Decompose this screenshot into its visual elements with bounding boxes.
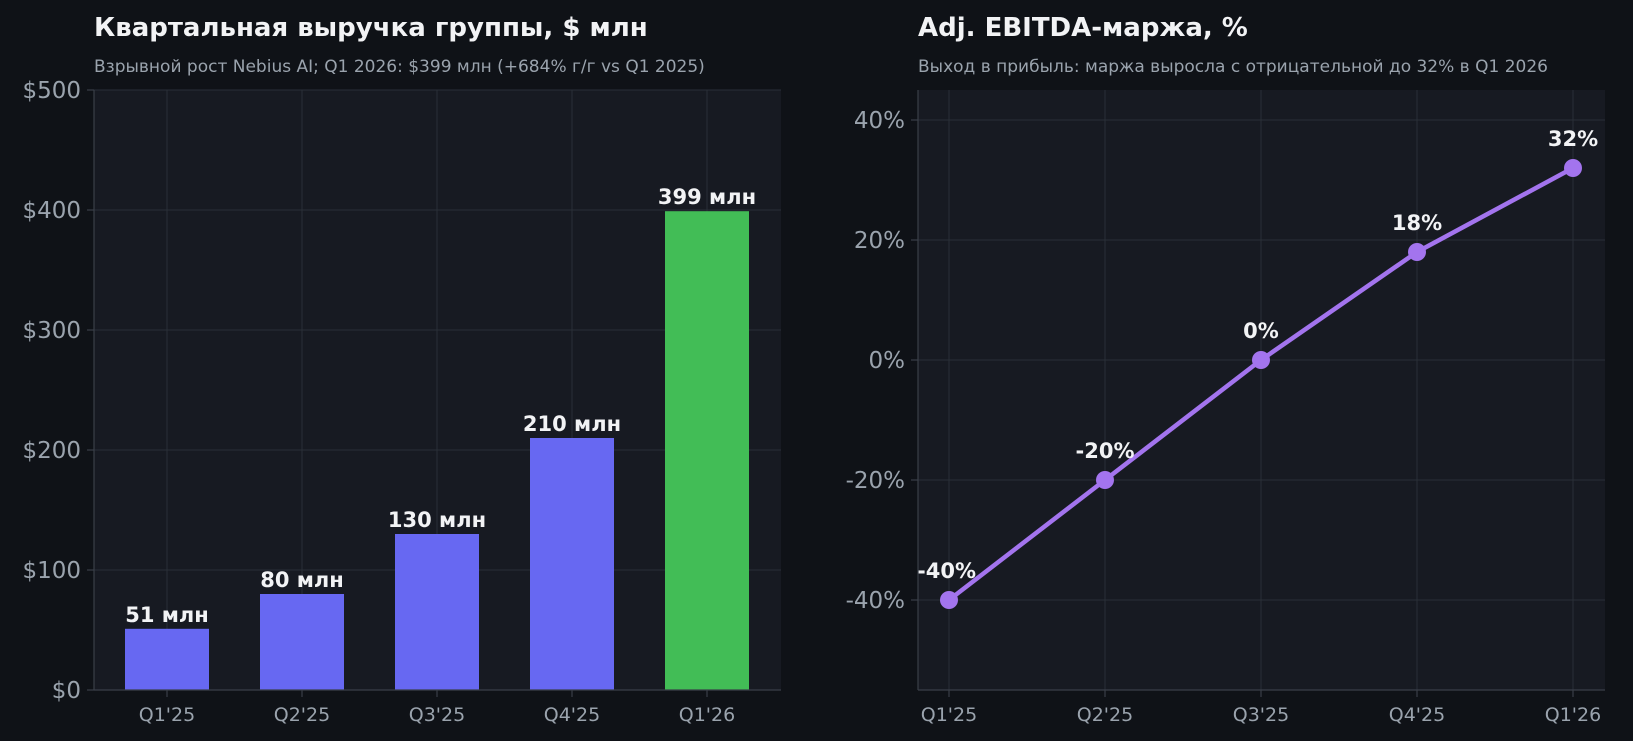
margin-y-tick-label: 40% <box>854 108 905 134</box>
margin-data-label: 32% <box>1548 127 1598 151</box>
margin-y-tick-label: 0% <box>869 348 906 374</box>
revenue-x-tick-label: Q1'26 <box>679 704 735 726</box>
margin-point <box>1408 243 1426 261</box>
margin-chart-subtitle: Выход в прибыль: маржа выросла с отрицат… <box>918 57 1548 77</box>
margin-data-labels: -40% -20% 0% 18% 32% <box>917 127 1598 583</box>
margin-data-label: 0% <box>1243 319 1279 343</box>
ebitda-margin-line-chart: Adj. EBITDA-маржа, % Выход в прибыль: ма… <box>846 13 1605 726</box>
margin-data-label: 18% <box>1392 211 1442 235</box>
revenue-data-label: 399 млн <box>658 185 756 209</box>
margin-point <box>1564 159 1582 177</box>
margin-y-tick-label: -20% <box>846 468 905 494</box>
margin-x-tick-label: Q3'25 <box>1233 704 1289 726</box>
revenue-y-tick-label: $500 <box>22 78 81 104</box>
revenue-bar-chart: Квартальная выручка группы, $ млн Взрывн… <box>22 13 781 726</box>
margin-y-tick-label: -40% <box>846 588 905 614</box>
revenue-data-labels: 51 млн 80 млн 130 млн 210 млн 399 млн <box>125 185 756 627</box>
revenue-y-tick-label: $200 <box>22 438 81 464</box>
revenue-bar <box>395 534 479 690</box>
margin-x-tick-label: Q1'26 <box>1545 704 1601 726</box>
revenue-x-tick-label: Q1'25 <box>139 704 195 726</box>
revenue-y-axis: $0 $100 $200 $300 $400 $500 <box>22 78 94 704</box>
margin-point <box>1252 351 1270 369</box>
margin-y-axis: -40% -20% 0% 20% 40% <box>846 108 918 614</box>
revenue-y-tick-label: $300 <box>22 318 81 344</box>
revenue-x-axis: Q1'25 Q2'25 Q3'25 Q4'25 Q1'26 <box>139 690 735 726</box>
revenue-y-tick-label: $100 <box>22 558 81 584</box>
margin-point <box>1096 471 1114 489</box>
margin-x-tick-label: Q4'25 <box>1389 704 1445 726</box>
margin-data-label: -20% <box>1076 439 1135 463</box>
margin-chart-title: Adj. EBITDA-маржа, % <box>918 13 1248 43</box>
revenue-data-label: 51 млн <box>125 603 209 627</box>
revenue-y-tick-label: $0 <box>52 678 81 704</box>
revenue-bar <box>125 628 209 690</box>
margin-y-tick-label: 20% <box>854 228 905 254</box>
margin-data-label: -40% <box>917 559 976 583</box>
revenue-data-label: 210 млн <box>523 412 621 436</box>
revenue-x-tick-label: Q2'25 <box>274 704 330 726</box>
revenue-bar <box>665 211 749 690</box>
revenue-chart-title: Квартальная выручка группы, $ млн <box>94 13 648 43</box>
margin-point <box>940 591 958 609</box>
margin-points <box>940 159 1582 609</box>
margin-x-axis: Q1'25 Q2'25 Q3'25 Q4'25 Q1'26 <box>921 690 1601 726</box>
revenue-bar <box>260 594 344 690</box>
revenue-x-tick-label: Q4'25 <box>544 704 600 726</box>
revenue-data-label: 80 млн <box>260 568 344 592</box>
revenue-bar <box>530 438 614 690</box>
revenue-bars <box>125 211 749 690</box>
revenue-data-label: 130 млн <box>388 508 486 532</box>
margin-x-tick-label: Q2'25 <box>1077 704 1133 726</box>
revenue-y-tick-label: $400 <box>22 198 81 224</box>
revenue-chart-subtitle: Взрывной рост Nebius AI; Q1 2026: $399 м… <box>94 57 705 77</box>
margin-x-tick-label: Q1'25 <box>921 704 977 726</box>
revenue-x-tick-label: Q3'25 <box>409 704 465 726</box>
